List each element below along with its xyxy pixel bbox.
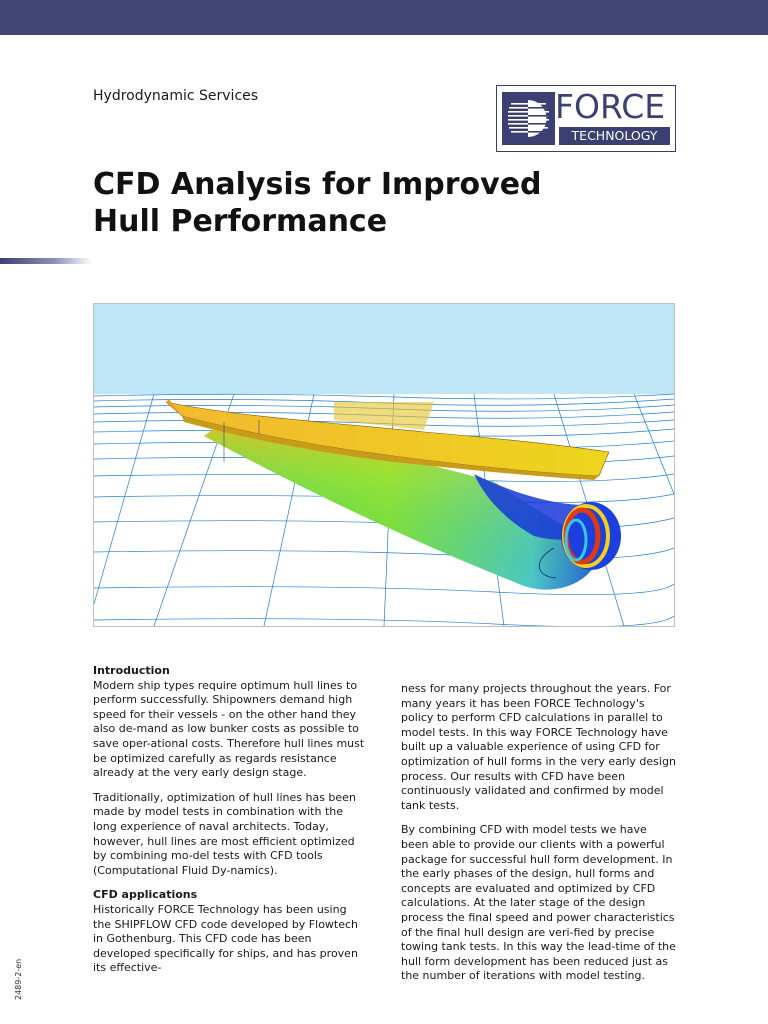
title-line-2: Hull Performance xyxy=(93,204,388,239)
section-heading-introduction: Introduction xyxy=(93,664,170,677)
document-id: 2489-2-en xyxy=(14,958,23,1000)
logo-word: FORCE xyxy=(555,87,666,126)
page-title: CFD Analysis for Improved Hull Performan… xyxy=(93,166,653,240)
left-column: Introduction Modern ship types require o… xyxy=(93,664,368,986)
intro-paragraph-2: Traditionally, optimization of hull line… xyxy=(93,790,356,877)
right-column: ness for many projects throughout the ye… xyxy=(401,682,676,994)
cfd-paragraph-1: Historically FORCE Technology has been u… xyxy=(93,902,359,975)
globe-icon xyxy=(502,92,555,145)
section-heading-cfd-applications: CFD applications xyxy=(93,888,198,902)
kicker-text: Hydrodynamic Services xyxy=(93,88,259,104)
accent-rule xyxy=(0,258,92,264)
right-paragraph-2: By combining CFD with model tests we hav… xyxy=(401,823,676,983)
right-paragraph-1: ness for many projects throughout the ye… xyxy=(401,682,676,812)
hull-cfd-figure xyxy=(93,303,675,627)
title-line-1: CFD Analysis for Improved xyxy=(93,167,542,202)
intro-paragraph-1: Modern ship types require optimum hull l… xyxy=(93,678,365,780)
force-technology-logo: FORCE TECHNOLOGY xyxy=(496,85,676,152)
logo-subtitle: TECHNOLOGY xyxy=(559,127,670,145)
top-bar xyxy=(0,0,768,35)
